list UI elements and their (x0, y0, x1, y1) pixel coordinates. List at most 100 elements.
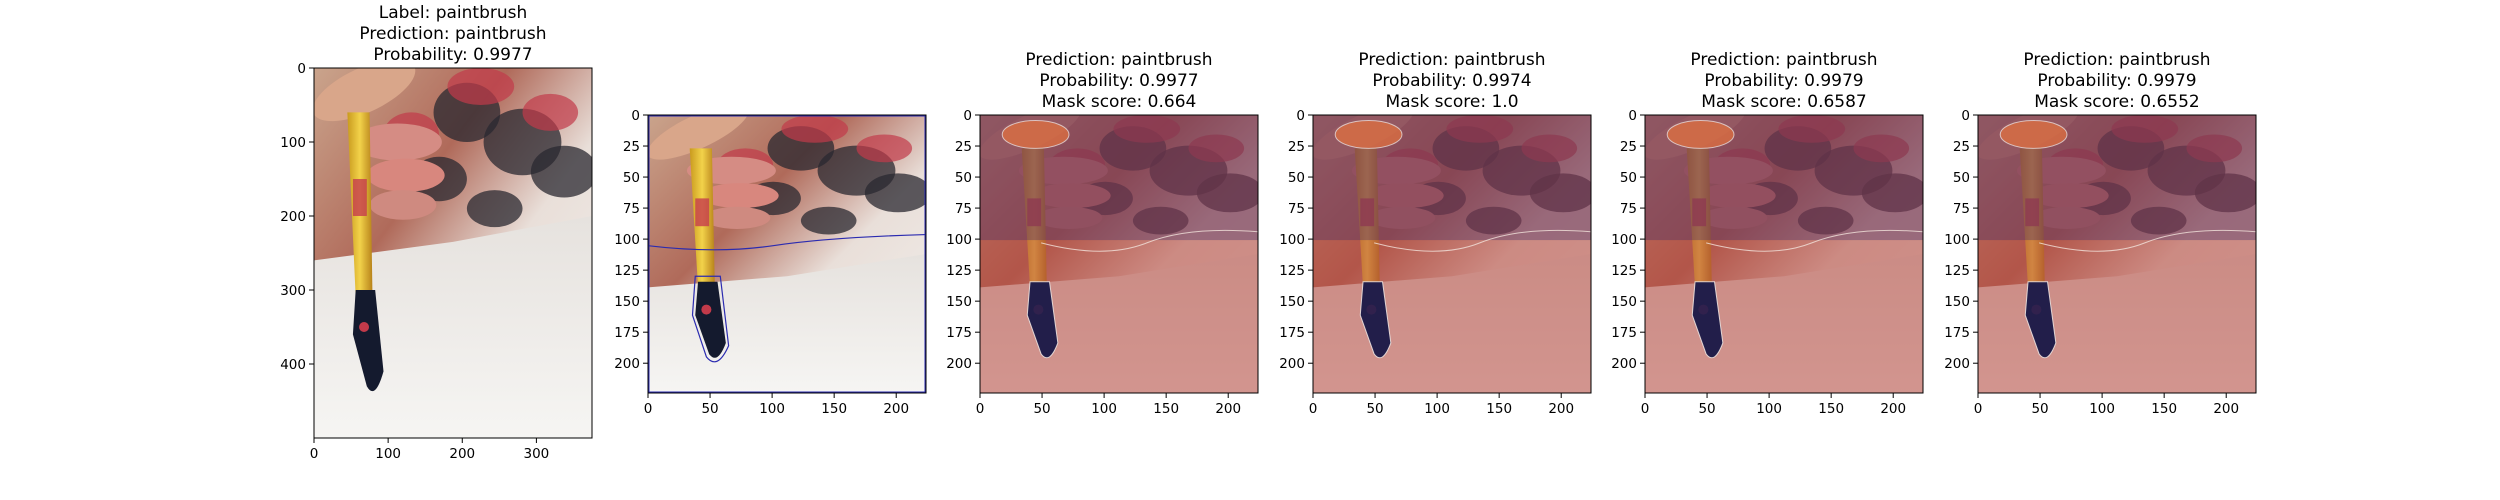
y-tick-label: 50 (1288, 170, 1305, 186)
y-tick-label: 100 (1611, 232, 1637, 248)
x-tick-label: 200 (2213, 401, 2239, 417)
y-tick-label: 200 (280, 209, 306, 225)
y-tick-label: 75 (1620, 201, 1637, 217)
axes-frame (647, 114, 927, 394)
mask-highlight (2024, 281, 2057, 359)
y-tick-label: 175 (1611, 325, 1637, 341)
hand-finger (314, 68, 416, 122)
y-tick-label: 175 (1279, 325, 1305, 341)
subplot: 0 100 200 300 0 100 200 300 400 Label: paintbrush… (280, 3, 593, 462)
mask-highlight (1026, 281, 1059, 359)
axes-frame (313, 67, 593, 439)
y-tick-label: 25 (1620, 139, 1637, 155)
x-tick-label: 0 (1641, 401, 1650, 417)
mask-highlight (1666, 120, 1735, 149)
y-tick-label: 0 (1961, 108, 1970, 124)
hand-finger (366, 158, 445, 192)
mask-overlay (1313, 115, 1591, 393)
y-tick-label: 75 (1288, 201, 1305, 217)
subplot-image (1978, 115, 2256, 393)
contour-line (691, 275, 730, 363)
y-tick-label: 0 (1628, 108, 1637, 124)
contour-frame (648, 115, 926, 393)
x-tick-label: 50 (701, 401, 718, 417)
y-tick-label: 50 (1620, 170, 1637, 186)
subplot-title-line: Probability: 0.9977 (373, 45, 532, 65)
brush-paint (359, 321, 370, 333)
paint-blotch (781, 115, 849, 143)
subplot-title-line: Prediction: paintbrush (1690, 50, 1877, 70)
subplot-title-line: Prediction: paintbrush (1358, 50, 1545, 70)
x-tick-label: 200 (1215, 401, 1241, 417)
hand-finger (700, 183, 779, 209)
mask-overlay (1645, 115, 1923, 393)
subplot-image (980, 115, 1258, 393)
y-tick-label: 400 (280, 357, 306, 373)
y-tick-label: 25 (1953, 139, 1970, 155)
subplot: 0 50 100 150 200 0 25 50 75 100 125 150 175 200 (614, 108, 927, 417)
subplot-image (314, 68, 592, 438)
y-tick-label: 150 (1611, 294, 1637, 310)
x-tick-label: 100 (1091, 401, 1117, 417)
y-tick-label: 200 (946, 356, 972, 372)
x-tick-label: 200 (883, 401, 909, 417)
subplot: 0 50 100 150 200 0 25 50 75 100 125 150 175 200 Predic… (1611, 50, 1924, 417)
paint-blotch (522, 93, 579, 131)
hand-finger (703, 206, 771, 229)
mask-boundary (2039, 229, 2256, 252)
axes-frame (1312, 114, 1592, 394)
mask-boundary (1374, 229, 1591, 252)
brush-paint (695, 198, 710, 227)
y-tick-label: 300 (280, 283, 306, 299)
x-tick-label: 200 (1880, 401, 1906, 417)
mask-boundary (1706, 229, 1923, 252)
y-tick-label: 100 (614, 232, 640, 248)
brush-paint (352, 179, 367, 216)
y-tick-label: 175 (614, 325, 640, 341)
subplot-title-line: Mask score: 1.0 (1385, 92, 1518, 112)
paint-blotch (447, 68, 515, 105)
mask-highlight (1359, 281, 1392, 359)
x-tick-label: 200 (1548, 401, 1574, 417)
y-tick-label: 125 (614, 263, 640, 279)
y-tick-label: 125 (1944, 263, 1970, 279)
x-tick-label: 0 (1309, 401, 1318, 417)
subplot-title-line: Prediction: paintbrush (1025, 50, 1212, 70)
y-tick-label: 200 (1944, 356, 1970, 372)
subplot-image (1313, 115, 1591, 393)
subplot: 0 50 100 150 200 0 25 50 75 100 125 150 175 200 Predic… (946, 50, 1259, 417)
y-tick-label: 25 (955, 139, 972, 155)
mask-overlay (980, 115, 1258, 393)
subplot-image (1645, 115, 1923, 393)
x-tick-label: 0 (1974, 401, 1983, 417)
mask-boundary (1041, 229, 1258, 252)
paint-blotch (800, 206, 857, 235)
mask-highlight (1001, 120, 1070, 149)
y-tick-label: 200 (614, 356, 640, 372)
y-tick-label: 0 (963, 108, 972, 124)
x-tick-label: 100 (759, 401, 785, 417)
hand-finger (648, 115, 749, 160)
x-tick-label: 150 (2151, 401, 2177, 417)
y-tick-label: 50 (623, 170, 640, 186)
subplot-title-line: Probability: 0.9974 (1372, 71, 1531, 91)
x-tick-label: 50 (1033, 401, 1050, 417)
subplot-title-line: Probability: 0.9979 (2037, 71, 2196, 91)
brush-paint (701, 304, 712, 315)
x-tick-label: 50 (2031, 401, 2048, 417)
y-tick-label: 50 (1953, 170, 1970, 186)
y-tick-label: 100 (1944, 232, 1970, 248)
y-tick-label: 175 (946, 325, 972, 341)
x-tick-label: 150 (821, 401, 847, 417)
contour-line (648, 233, 926, 251)
y-tick-label: 0 (1296, 108, 1305, 124)
x-tick-label: 150 (1486, 401, 1512, 417)
hand-finger (352, 123, 442, 161)
brush-bristles (352, 290, 384, 392)
y-tick-label: 75 (623, 201, 640, 217)
y-tick-label: 200 (1279, 356, 1305, 372)
y-tick-label: 200 (1611, 356, 1637, 372)
x-tick-label: 0 (310, 446, 319, 462)
subplot: 0 50 100 150 200 0 25 50 75 100 125 150 175 200 Predic… (1944, 50, 2257, 417)
